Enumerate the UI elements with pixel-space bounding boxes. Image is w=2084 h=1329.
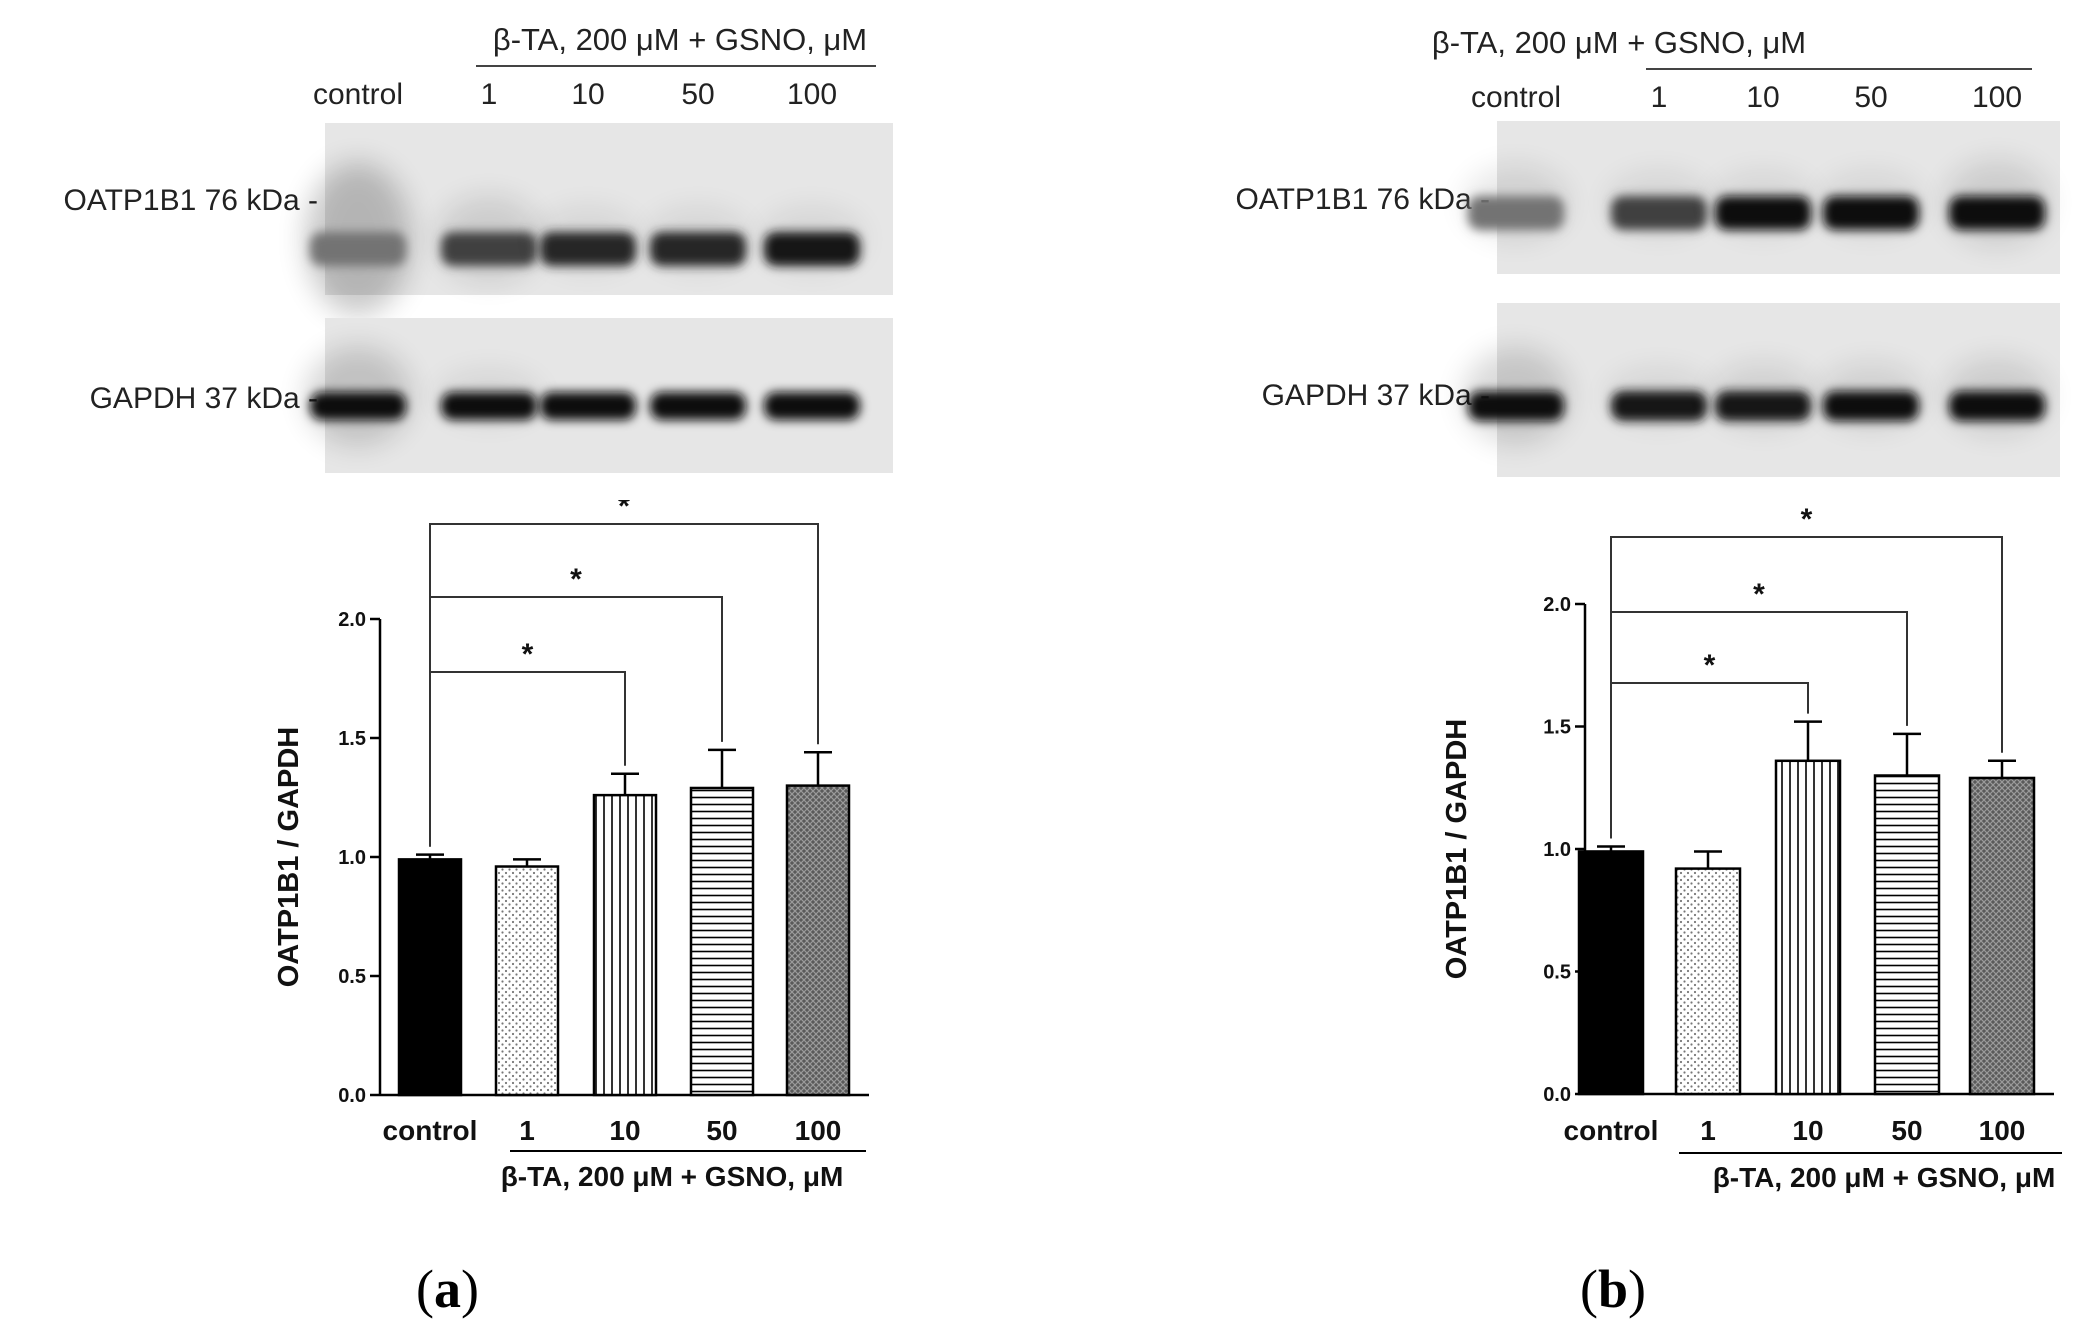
significance-star: *: [570, 563, 582, 596]
blot-band: [1949, 391, 2045, 421]
bar: [1873, 774, 1941, 1096]
panel-label-b: (b): [1580, 1259, 1647, 1319]
significance-star: *: [1704, 649, 1716, 682]
blot-band: [441, 392, 537, 420]
panel-label-a: (a): [416, 1259, 479, 1319]
y-tick-label: 1.0: [338, 847, 366, 869]
y-tick-label: 0.0: [338, 1085, 366, 1107]
blot-lane-label: 100: [1972, 81, 2022, 114]
blot-band: [650, 232, 746, 266]
x-tick-label: control: [383, 1115, 478, 1146]
x-tick-label: 100: [1979, 1115, 2026, 1146]
x-tick-label: 10: [1792, 1115, 1823, 1146]
blot-lane-label: 100: [787, 78, 837, 111]
blot-band: [310, 232, 406, 266]
blot-group-label: β-TA, 200 μM + GSNO, μM: [1432, 25, 1806, 60]
x-tick-label: 50: [1891, 1115, 1922, 1146]
blot-band: [764, 232, 860, 266]
y-tick-label: 0.0: [1543, 1084, 1571, 1106]
x-tick-label: 50: [706, 1115, 737, 1146]
y-tick-label: 2.0: [1543, 594, 1571, 616]
x-tick-label: 1: [519, 1115, 535, 1146]
blot-band: [441, 232, 537, 266]
western-blot-a: β-TA, 200 μM + GSNO, μM control 1 10 50 100 OA…: [63, 22, 893, 473]
panel-a: β-TA, 200 μM + GSNO, μM control 1 10 50 100 OA…: [63, 22, 893, 1319]
blot-row-label: GAPDH 37 kDa -: [90, 382, 318, 415]
panel-letter-b: b: [1597, 1259, 1629, 1319]
blot-band: [1823, 196, 1919, 230]
blot-group-label: β-TA, 200 μM + GSNO, μM: [493, 22, 867, 57]
blot-lane-label: 1: [1651, 81, 1668, 114]
x-tick-label: 100: [795, 1115, 842, 1146]
significance-star: *: [1753, 578, 1765, 611]
significance-bracket: [1610, 611, 1908, 839]
bar: [592, 793, 658, 1097]
bar: [1968, 776, 2036, 1096]
blot-lane-label: 50: [681, 78, 714, 111]
panel-letter-a: a: [433, 1259, 461, 1319]
y-tick-label: 1.5: [338, 728, 366, 750]
western-blot-b: β-TA, 200 μM + GSNO, μM control 1 10 50 100 OA…: [1235, 25, 2060, 477]
bar: [494, 865, 560, 1097]
bar: [1774, 759, 1842, 1096]
bar: [785, 784, 851, 1097]
y-tick-label: 1.0: [1543, 839, 1571, 861]
blot-band: [1715, 196, 1811, 230]
blot-band: [1715, 391, 1811, 421]
blot-band: [540, 232, 636, 266]
bar: [689, 786, 755, 1097]
significance-star: *: [522, 638, 534, 671]
blot-band: [1949, 196, 2045, 230]
bar-chart-a: 0.0 0.5 1.0 1.5 2.0 OATP1B1 / GAPDH control 1 10…: [273, 500, 869, 1192]
y-tick-label: 0.5: [1543, 962, 1571, 984]
blot-lane-label: 10: [571, 78, 604, 111]
blot-band: [540, 392, 636, 420]
panel-b: β-TA, 200 μM + GSNO, μM control 1 10 50 100 OA…: [1042, 0, 2084, 1329]
blot-band: [1468, 391, 1564, 421]
blot-row-label: GAPDH 37 kDa -: [1262, 379, 1490, 412]
blot-lane-label: 1: [481, 78, 498, 111]
blot-row-label: OATP1B1 76 kDa -: [63, 184, 318, 217]
blot-band: [310, 392, 406, 420]
x-group-label: β-TA, 200 μM + GSNO, μM: [501, 1161, 844, 1192]
significance-star: *: [618, 500, 630, 523]
significance-bracket: [1610, 536, 2003, 839]
blot-lane-label: control: [313, 78, 403, 111]
significance-star: *: [1801, 503, 1813, 536]
blot-lane-label: 50: [1854, 81, 1887, 114]
blot-band: [1611, 391, 1707, 421]
bar-chart-b: 0.0 0.5 1.0 1.5 2.0 OATP1B1 / GAPDH control 1 10…: [1441, 503, 2062, 1193]
y-axis-label: OATP1B1 / GAPDH: [273, 727, 305, 988]
blot-band: [1611, 196, 1707, 230]
x-group-label: β-TA, 200 μM + GSNO, μM: [1713, 1162, 2056, 1193]
blot-band: [764, 392, 860, 420]
blot-lane-label: 10: [1746, 81, 1779, 114]
x-tick-label: control: [1564, 1115, 1659, 1146]
y-tick-label: 2.0: [338, 609, 366, 631]
y-tick-label: 0.5: [338, 966, 366, 988]
blot-band: [650, 392, 746, 420]
blot-row-label: OATP1B1 76 kDa -: [1235, 183, 1490, 216]
blot-lane-label: control: [1471, 81, 1561, 114]
bar: [1674, 867, 1742, 1096]
y-axis-label: OATP1B1 / GAPDH: [1441, 719, 1473, 980]
x-tick-label: 10: [609, 1115, 640, 1146]
significance-bracket: [429, 523, 819, 847]
significance-bracket: [429, 596, 723, 847]
bar: [397, 858, 463, 1097]
x-tick-label: 1: [1700, 1115, 1716, 1146]
bar: [1577, 850, 1645, 1096]
blot-band: [1823, 391, 1919, 421]
blot-band: [1468, 196, 1564, 230]
y-tick-label: 1.5: [1543, 717, 1571, 739]
